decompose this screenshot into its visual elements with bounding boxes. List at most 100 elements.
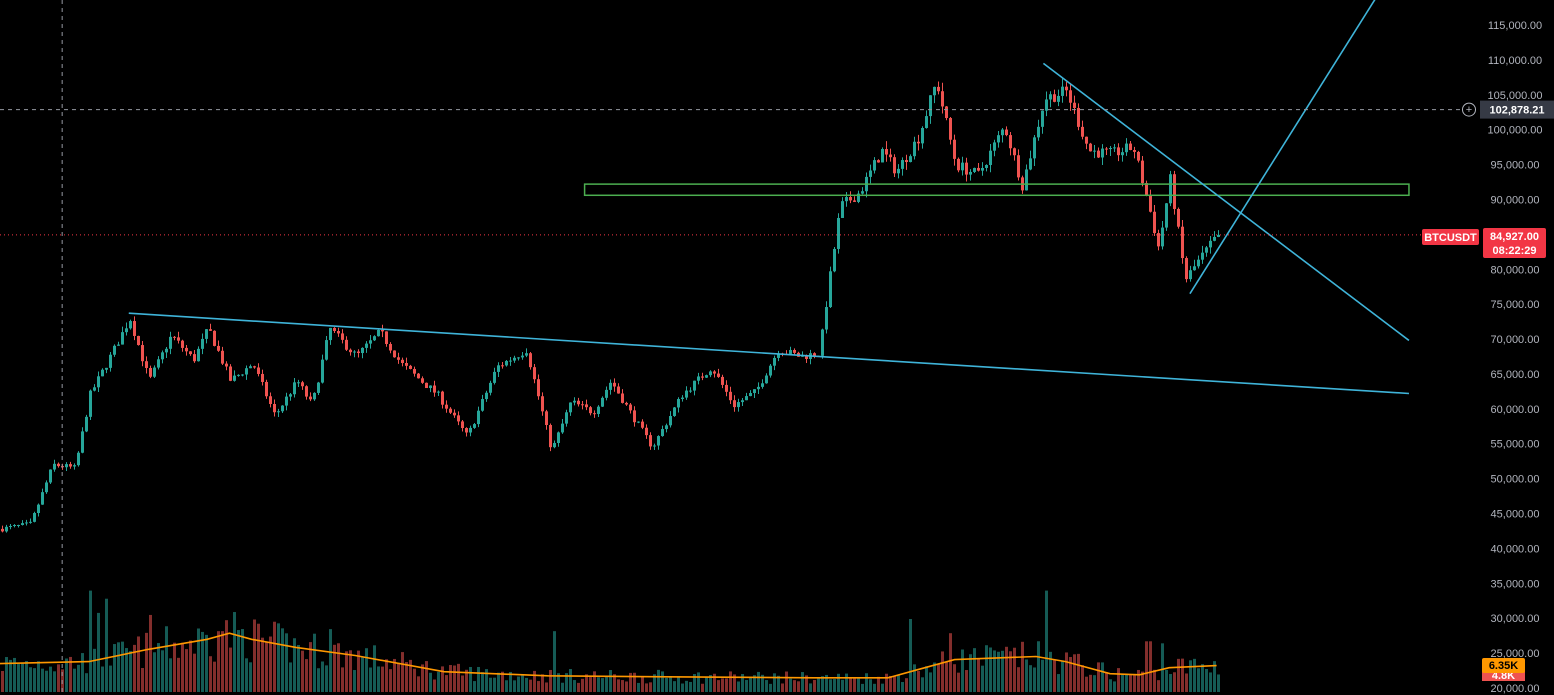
candle-body xyxy=(1065,86,1068,91)
volume-bar xyxy=(129,651,132,692)
volume-bar xyxy=(861,683,864,692)
candle-body xyxy=(297,382,300,384)
candle-body xyxy=(21,523,24,525)
volume-bar xyxy=(353,670,356,692)
candle-body xyxy=(757,386,760,390)
volume-bar xyxy=(221,631,224,692)
volume-bar xyxy=(29,667,32,692)
candle-body xyxy=(741,400,744,403)
candle-body xyxy=(869,170,872,177)
volume-bar xyxy=(369,667,372,692)
volume-bar xyxy=(397,662,400,692)
candle-body xyxy=(1121,152,1124,156)
volume-bar xyxy=(645,683,648,692)
volume-bar xyxy=(681,683,684,692)
volume-bar xyxy=(13,657,16,692)
candle-body xyxy=(901,160,904,169)
candle-body xyxy=(977,167,980,171)
candle-body xyxy=(749,393,752,397)
price-tick-label: 70,000.00 xyxy=(1491,334,1540,346)
candle-body xyxy=(37,504,40,514)
volume-bar xyxy=(753,675,756,692)
candle-body xyxy=(857,193,860,202)
price-tick-label: 110,000.00 xyxy=(1488,55,1542,67)
candle-body xyxy=(77,452,80,466)
candle-body xyxy=(657,436,660,446)
volume-bar xyxy=(913,664,916,692)
volume-bar xyxy=(417,676,420,692)
candle-body xyxy=(877,160,880,163)
price-tick-label: 75,000.00 xyxy=(1491,299,1540,311)
candle-body xyxy=(1001,129,1004,136)
candle-body xyxy=(1133,149,1136,152)
candle-body xyxy=(697,376,700,381)
volume-bar xyxy=(477,666,480,692)
volume-bar xyxy=(581,678,584,692)
candle-body xyxy=(301,382,304,387)
candle-body xyxy=(317,382,320,393)
volume-bar xyxy=(421,664,424,692)
candle-body xyxy=(117,344,120,346)
volume-bar xyxy=(1,670,4,692)
volume-bar xyxy=(109,665,112,692)
add-alert-icon[interactable] xyxy=(1462,102,1476,117)
volume-bar xyxy=(841,679,844,692)
candle-body xyxy=(1093,150,1096,152)
volume-bar xyxy=(1145,641,1148,692)
volume-bar xyxy=(217,631,220,692)
volume-bar xyxy=(621,680,624,692)
candle-body xyxy=(573,400,576,403)
volume-bar xyxy=(801,672,804,692)
volume-bar xyxy=(393,658,396,692)
candle-body xyxy=(1,528,4,532)
volume-bar xyxy=(325,665,328,692)
drawing-layer[interactable] xyxy=(128,0,1410,395)
candle-body xyxy=(229,366,232,381)
candle-body xyxy=(945,106,948,119)
candle-body xyxy=(1097,150,1100,158)
volume-bar xyxy=(85,673,88,692)
volume-bar xyxy=(1137,669,1140,692)
volume-bar xyxy=(1117,668,1120,692)
candle-body xyxy=(177,337,180,341)
candle-body xyxy=(477,410,480,425)
candle-body xyxy=(325,340,328,360)
volume-bar xyxy=(637,682,640,692)
volume-bar xyxy=(597,677,600,692)
candle-body xyxy=(537,379,540,397)
volume-bar xyxy=(761,674,764,692)
price-tick-label: 35,000.00 xyxy=(1491,578,1540,590)
volume-bar xyxy=(945,662,948,692)
volume-bar xyxy=(1165,669,1168,692)
volume-bar xyxy=(1169,674,1172,692)
price-tick-label: 20,000.00 xyxy=(1491,683,1540,695)
volume-bar xyxy=(505,680,508,692)
candle-body xyxy=(1217,234,1220,237)
volume-bar xyxy=(157,643,160,692)
candle-body xyxy=(145,361,148,368)
volume-bar xyxy=(1105,672,1108,692)
candle-body xyxy=(601,397,604,407)
volume-bar xyxy=(209,656,212,692)
volume-bar xyxy=(373,645,376,692)
candle-body xyxy=(897,168,900,174)
support-zone-rectangle xyxy=(583,183,1410,197)
candle-body xyxy=(397,357,400,360)
candle-body xyxy=(881,149,884,163)
volume-bar xyxy=(333,644,336,692)
candle-body xyxy=(533,367,536,380)
candle-body xyxy=(1109,147,1112,150)
candle-body xyxy=(1045,99,1048,111)
volume-bar xyxy=(977,658,980,692)
candle-body xyxy=(277,411,280,413)
volume-bar xyxy=(609,670,612,692)
candle-body xyxy=(993,142,996,151)
volume-bar xyxy=(161,650,164,692)
volume-bar xyxy=(1157,680,1160,692)
candle-body xyxy=(593,413,596,415)
volume-bar xyxy=(709,675,712,692)
candle-body xyxy=(285,396,288,406)
price-axis[interactable]: 115,000.00 110,000.00 105,000.00 100,000.00… xyxy=(1422,0,1554,695)
last-price-value: 84,927.00 xyxy=(1490,231,1539,243)
